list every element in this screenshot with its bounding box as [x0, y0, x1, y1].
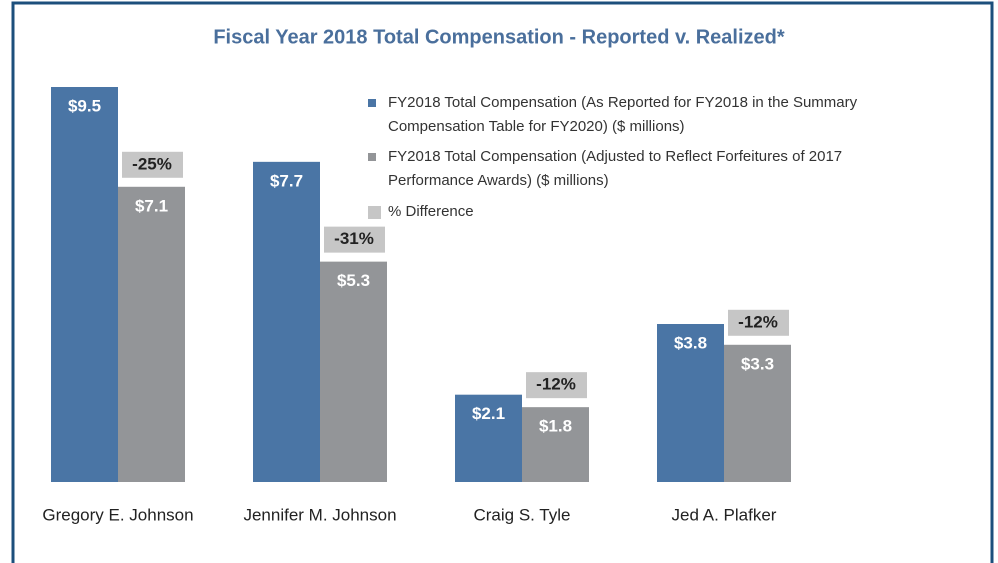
difference-label: -12% — [536, 375, 576, 394]
bar-label: $3.8 — [674, 333, 707, 352]
bar-label: $7.7 — [270, 171, 303, 190]
bar — [118, 186, 185, 482]
bar — [253, 161, 320, 482]
difference-box — [122, 151, 183, 178]
x-tick-label: Gregory E. Johnson — [42, 505, 193, 524]
bar-label: $3.3 — [741, 354, 774, 373]
difference-label: -31% — [334, 229, 374, 248]
legend-swatch — [368, 99, 376, 107]
difference-box — [728, 309, 789, 336]
bar — [724, 344, 791, 482]
bar-label: $5.3 — [337, 271, 370, 290]
difference-box — [526, 372, 587, 399]
x-tick-label: Jennifer M. Johnson — [243, 505, 396, 524]
bar-label: $7.1 — [135, 196, 168, 215]
bar — [455, 394, 522, 482]
legend-item: FY2018 Total Compensation (As Reported f… — [368, 91, 928, 139]
difference-label: -12% — [738, 312, 778, 331]
bar — [522, 407, 589, 482]
legend-label: FY2018 Total Compensation (As Reported f… — [388, 94, 858, 135]
bar — [657, 324, 724, 482]
bar-label: $9.5 — [68, 96, 101, 115]
difference-box — [324, 226, 385, 253]
bar — [320, 261, 387, 482]
legend-item: FY2018 Total Compensation (Adjusted to R… — [368, 145, 928, 193]
frame — [11, 1, 994, 563]
chart-title: Fiscal Year 2018 Total Compensation - Re… — [213, 26, 785, 48]
legend-swatch — [368, 205, 381, 219]
legend-swatch — [368, 153, 376, 161]
x-tick-label: Craig S. Tyle — [473, 505, 570, 524]
bar-label: $2.1 — [472, 404, 505, 423]
legend-label: FY2018 Total Compensation (Adjusted to R… — [388, 148, 843, 189]
bar — [51, 87, 118, 482]
bar-label: $1.8 — [539, 417, 572, 436]
difference-label: -25% — [132, 154, 172, 173]
x-tick-label: Jed A. Plafker — [672, 505, 777, 524]
legend-label: % Difference — [388, 203, 474, 220]
legend-item: % Difference — [368, 200, 928, 224]
